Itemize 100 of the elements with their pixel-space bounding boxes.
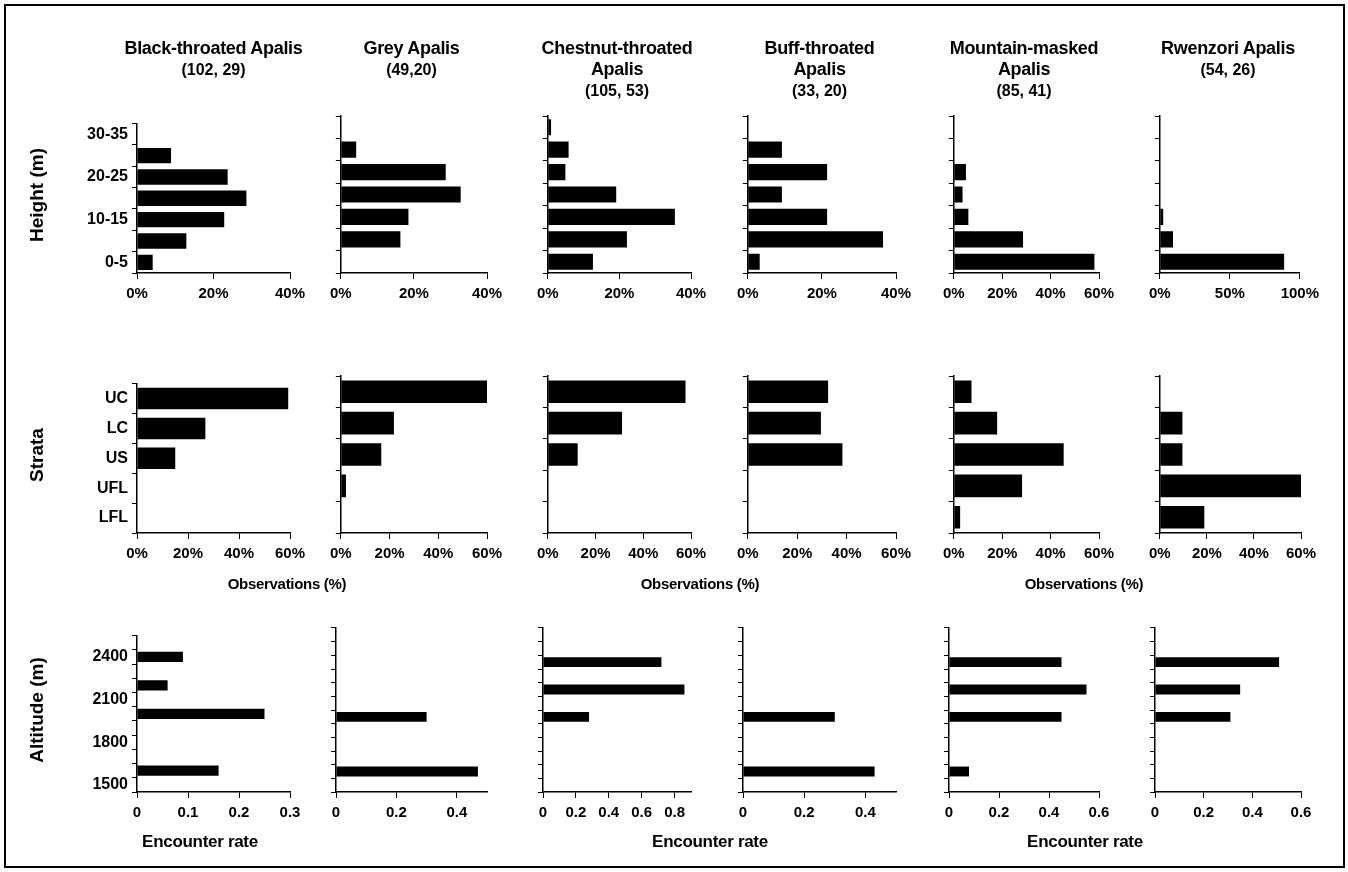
x-tick-label: 0.2 xyxy=(988,803,1010,821)
y-axis-title: Height (m) xyxy=(26,147,48,242)
chart-title: Buff-throated Apalis xyxy=(763,38,876,80)
chart-title: Black-throated Apalis xyxy=(123,38,304,59)
chart-subtitle: (105, 53) xyxy=(583,81,650,101)
x-axis-title: Encounter rate xyxy=(1027,832,1143,852)
y-tick-label: 30-35 xyxy=(87,124,129,142)
x-tick-label: 40% xyxy=(1238,544,1269,562)
x-tick-label: 0 xyxy=(738,803,748,821)
x-tick-label: 0.4 xyxy=(1241,803,1264,821)
x-tick-label: 0% xyxy=(943,284,965,302)
x-tick-label: 20% xyxy=(782,544,813,562)
x-axis-title: Encounter rate xyxy=(142,832,258,852)
y-axis-title: Altitude (m) xyxy=(26,657,48,763)
y-tick-label: LFL xyxy=(98,508,129,526)
x-tick-label: 0.4 xyxy=(854,803,877,821)
x-tick-label: 0.4 xyxy=(598,803,620,821)
x-tick-label: 0% xyxy=(737,544,759,562)
y-tick-label: UC xyxy=(104,388,129,406)
y-tick-label: 0-5 xyxy=(104,252,129,270)
x-axis-title: Observations (%) xyxy=(227,575,347,592)
x-tick-label: 0 xyxy=(331,803,341,821)
x-tick-label: 0.4 xyxy=(1038,803,1061,821)
x-tick-label: 20% xyxy=(806,284,837,302)
chart-title: Chestnut-throated Apalis xyxy=(540,38,694,80)
x-tick-label: 0.2 xyxy=(385,803,407,821)
x-tick-label: 20% xyxy=(604,284,635,302)
y-tick-label: 1500 xyxy=(92,775,129,793)
x-tick-label: 0.6 xyxy=(1290,803,1312,821)
x-tick-label: 0% xyxy=(737,284,759,302)
x-tick-label: 40% xyxy=(628,544,659,562)
x-axis-title: Encounter rate xyxy=(652,832,768,852)
x-axis-title: Observations (%) xyxy=(1024,575,1144,592)
x-tick-label: 60% xyxy=(880,544,912,562)
x-tick-label: 40% xyxy=(223,544,255,562)
x-tick-label: 0.6 xyxy=(1088,803,1110,821)
x-tick-label: 0% xyxy=(330,284,352,302)
x-tick-label: 20% xyxy=(198,284,229,302)
x-tick-label: 20% xyxy=(987,284,1018,302)
x-tick-label: 0.2 xyxy=(793,803,815,821)
x-tick-label: 0% xyxy=(943,544,965,562)
chart-subtitle: (102, 29) xyxy=(180,60,247,80)
x-tick-label: 40% xyxy=(1035,544,1066,562)
x-tick-label: 0.2 xyxy=(565,803,587,821)
y-tick-label: 1800 xyxy=(92,732,129,750)
x-tick-label: 20% xyxy=(172,544,204,562)
x-tick-label: 0.8 xyxy=(664,803,685,821)
x-tick-label: 0.1 xyxy=(177,803,199,821)
x-tick-label: 0.2 xyxy=(1193,803,1215,821)
x-tick-label: 20% xyxy=(580,544,611,562)
x-tick-label: 40% xyxy=(880,284,912,302)
x-tick-label: 0 xyxy=(538,803,548,821)
y-tick-label: UFL xyxy=(96,478,129,496)
x-tick-label: 60% xyxy=(471,544,503,562)
chart-title: Mountain-masked Apalis xyxy=(948,38,1100,80)
x-tick-label: 100% xyxy=(1280,284,1320,302)
x-tick-label: 60% xyxy=(274,544,306,562)
x-tick-label: 40% xyxy=(274,284,306,302)
x-axis-title: Observations (%) xyxy=(640,575,760,592)
x-tick-label: 40% xyxy=(675,284,707,302)
x-tick-label: 0.2 xyxy=(228,803,250,821)
y-tick-label: LC xyxy=(106,418,129,436)
chart-subtitle: (85, 41) xyxy=(995,81,1053,101)
y-tick-label: 2100 xyxy=(92,689,129,707)
x-tick-label: 20% xyxy=(374,544,405,562)
x-tick-label: 40% xyxy=(1035,284,1066,302)
y-axis-title: Strata xyxy=(26,427,48,482)
x-tick-label: 60% xyxy=(1083,284,1115,302)
chart-title: Grey Apalis xyxy=(362,38,461,59)
x-tick-label: 0% xyxy=(126,544,148,562)
y-tick-label: 2400 xyxy=(92,647,129,665)
x-tick-label: 0 xyxy=(132,803,142,821)
x-tick-label: 0% xyxy=(330,544,352,562)
chart-title: Rwenzori Apalis xyxy=(1160,38,1296,59)
x-tick-label: 0% xyxy=(126,284,148,302)
x-tick-label: 40% xyxy=(471,284,503,302)
x-tick-label: 60% xyxy=(1083,544,1115,562)
x-tick-label: 0% xyxy=(537,284,559,302)
x-tick-label: 40% xyxy=(423,544,454,562)
chart-subtitle: (33, 20) xyxy=(790,81,849,101)
x-tick-label: 0.6 xyxy=(631,803,653,821)
x-tick-label: 20% xyxy=(987,544,1018,562)
x-tick-label: 0.4 xyxy=(446,803,468,821)
x-tick-label: 50% xyxy=(1214,284,1245,302)
x-tick-label: 0 xyxy=(944,803,954,821)
x-tick-label: 20% xyxy=(1191,544,1222,562)
y-tick-label: US xyxy=(105,448,129,466)
x-tick-label: 0.3 xyxy=(279,803,301,821)
y-tick-label: 20-25 xyxy=(87,167,129,185)
x-tick-label: 0 xyxy=(1150,803,1160,821)
chart-subtitle: (49,20) xyxy=(385,60,438,80)
x-tick-label: 40% xyxy=(831,544,862,562)
x-tick-label: 20% xyxy=(398,284,429,302)
x-tick-label: 60% xyxy=(1285,544,1317,562)
x-tick-label: 0% xyxy=(537,544,559,562)
x-tick-label: 0% xyxy=(1149,284,1171,302)
x-tick-label: 60% xyxy=(675,544,707,562)
x-tick-label: 0% xyxy=(1149,544,1171,562)
chart-subtitle: (54, 26) xyxy=(1199,60,1257,80)
y-tick-label: 10-15 xyxy=(87,210,129,228)
